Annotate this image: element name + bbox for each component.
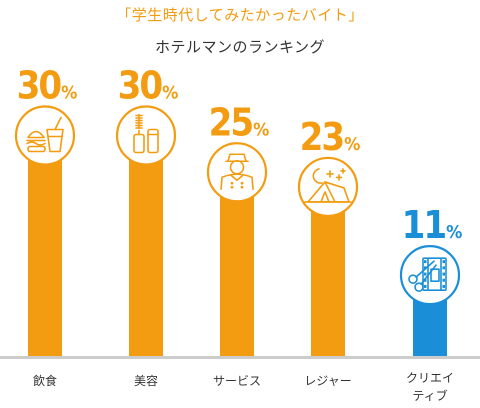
- burger-drink-icon: [14, 105, 76, 166]
- data-label: 30%: [17, 64, 78, 108]
- chart-subtitle: ホテルマンのランキング: [154, 38, 326, 56]
- bar: [28, 135, 62, 356]
- category-label-line: サービス: [212, 374, 261, 388]
- film-scissors-icon: [399, 245, 461, 306]
- category-label-line: 飲食: [32, 374, 57, 388]
- data-label: 23%: [300, 115, 361, 159]
- data-label: 30%: [118, 64, 179, 108]
- category-label: クリエイ ティブ: [390, 369, 470, 405]
- category-label: 飲食: [5, 372, 85, 390]
- chart-title: 「学生時代してみたかったバイト」: [116, 6, 364, 24]
- bar: [129, 135, 163, 356]
- category-label-line: 美容: [133, 374, 158, 388]
- axis-baseline: [0, 356, 480, 359]
- category-label: レジャー: [288, 372, 368, 390]
- data-label: 11%: [402, 203, 463, 247]
- bar: [220, 172, 254, 356]
- category-label-line: レジャー: [304, 374, 352, 388]
- category-label-line: クリエイ: [405, 371, 454, 385]
- category-label: サービス: [197, 372, 277, 390]
- night-camping-icon: [297, 156, 359, 218]
- category-label: 美容: [106, 372, 186, 390]
- bellhop-icon: [206, 142, 268, 203]
- data-label: 25%: [209, 100, 270, 144]
- category-label-line: ティブ: [412, 389, 448, 403]
- cosmetics-icon: [115, 105, 177, 166]
